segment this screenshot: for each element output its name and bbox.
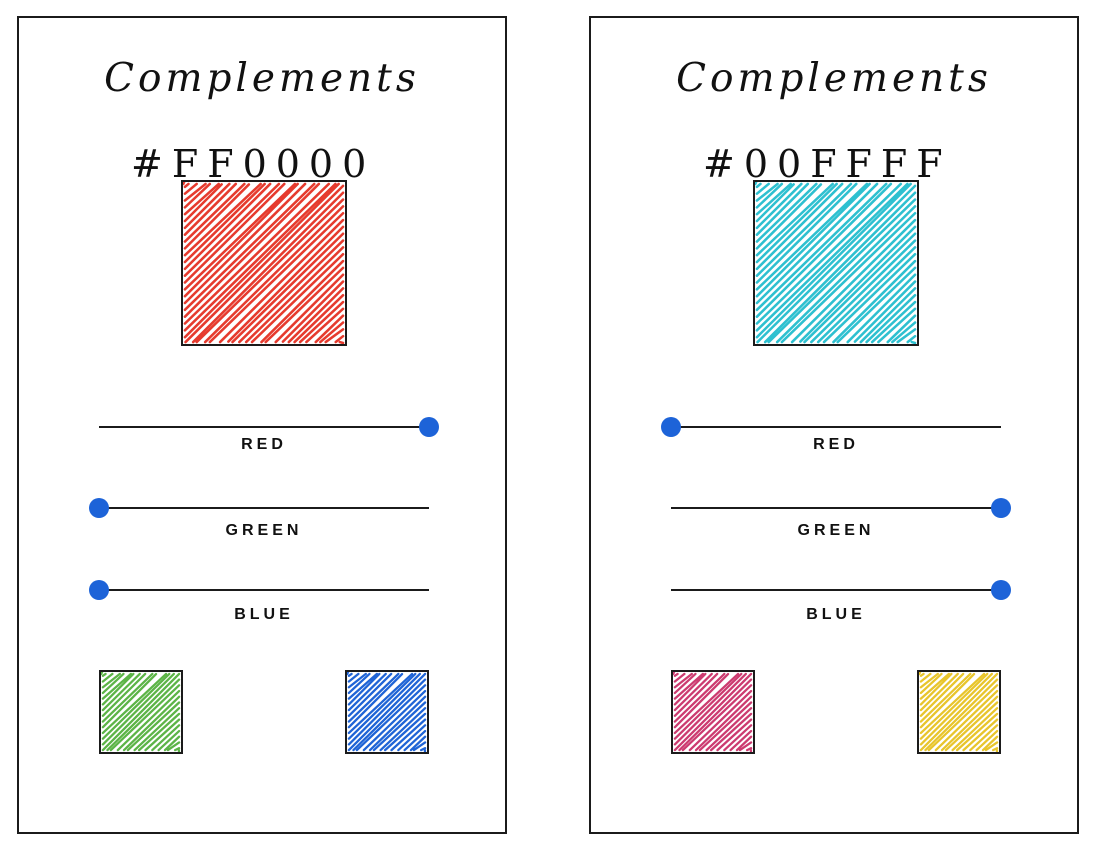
green-slider-label: GREEN [797, 522, 875, 539]
red-slider-knob[interactable] [661, 417, 681, 437]
scribble-fill-icon [183, 182, 345, 344]
scribble-fill-icon [673, 672, 753, 752]
screen-title: Complements [104, 56, 420, 101]
blue-slider-knob[interactable] [89, 580, 109, 600]
screen-title: Complements [676, 56, 992, 101]
red-slider-label: RED [813, 436, 859, 453]
scribble-fill-icon [755, 182, 917, 344]
complement-swatch-1[interactable] [671, 670, 755, 754]
blue-slider-label: BLUE [234, 606, 294, 623]
scribble-stroke [101, 672, 181, 752]
scribble-fill-icon [101, 672, 181, 752]
screen-left: Complements #FF0000 RED GREEN BLUE [17, 16, 507, 834]
green-slider-label: GREEN [225, 522, 303, 539]
blue-slider-knob[interactable] [991, 580, 1011, 600]
complement-swatch-1[interactable] [99, 670, 183, 754]
green-slider[interactable] [89, 498, 429, 518]
green-slider-knob[interactable] [89, 498, 109, 518]
scribble-fill-icon [347, 672, 427, 752]
scribble-stroke [347, 672, 427, 752]
complement-swatch-2[interactable] [345, 670, 429, 754]
complement-swatch-2[interactable] [917, 670, 1001, 754]
green-slider[interactable] [671, 498, 1011, 518]
hex-code[interactable]: #FF0000 [131, 142, 376, 186]
red-slider[interactable] [99, 417, 439, 437]
red-slider[interactable] [661, 417, 1001, 437]
scribble-stroke [183, 182, 345, 344]
scribble-stroke [755, 182, 917, 344]
scribble-fill-icon [919, 672, 999, 752]
scribble-stroke [673, 672, 753, 752]
blue-slider[interactable] [671, 580, 1011, 600]
color-swatch [181, 180, 347, 346]
green-slider-knob[interactable] [991, 498, 1011, 518]
blue-slider[interactable] [89, 580, 429, 600]
blue-slider-label: BLUE [806, 606, 866, 623]
screen-right: Complements #00FFFF RED GREEN BLUE [589, 16, 1079, 834]
scribble-stroke [919, 672, 999, 752]
hex-code[interactable]: #00FFFF [703, 142, 952, 186]
color-swatch [753, 180, 919, 346]
red-slider-knob[interactable] [419, 417, 439, 437]
red-slider-label: RED [241, 436, 287, 453]
